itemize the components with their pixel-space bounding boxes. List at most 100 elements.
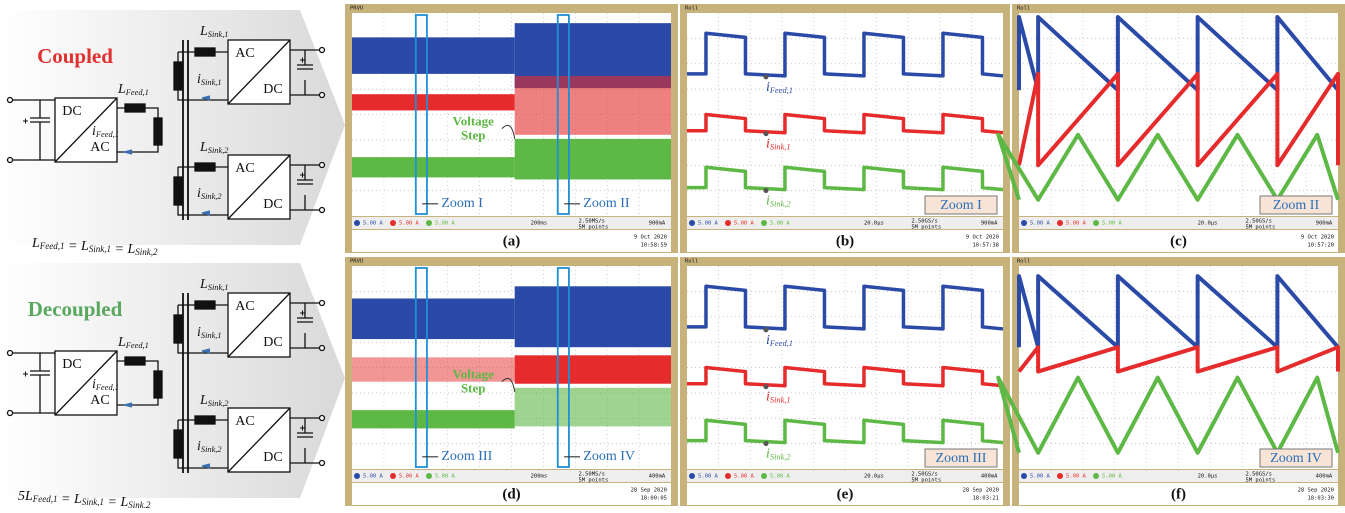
channel-dot bbox=[761, 220, 767, 226]
scope-date: 9 Oct 2020 bbox=[634, 235, 667, 241]
box-label: AC bbox=[235, 299, 254, 314]
equation-sub: Sink,1 bbox=[82, 497, 104, 507]
channel-scale: 5.00 A bbox=[1066, 221, 1087, 227]
label-sub: Feed,1 bbox=[769, 339, 793, 348]
equation-term: = L bbox=[65, 239, 89, 254]
record-length: 5M points bbox=[911, 478, 941, 484]
signal-band bbox=[515, 355, 671, 383]
equation-term: L bbox=[31, 236, 40, 251]
label-sub: Sink,1 bbox=[208, 283, 229, 292]
label-sub: Feed,1 bbox=[125, 88, 149, 97]
box-label: DC bbox=[263, 335, 282, 350]
box-label: AC bbox=[235, 46, 254, 61]
scope-panel: RollZoom IV5.00 A5.00 A5.00 A20.0µs2.50G… bbox=[998, 257, 1345, 506]
channel-scale: 5.00 A bbox=[698, 474, 719, 480]
label-sub: Sink,1 bbox=[208, 30, 229, 39]
trigger-level: 400mA bbox=[1316, 474, 1333, 480]
panel-caption: (a) bbox=[503, 233, 521, 249]
trigger-level: 400mA bbox=[981, 474, 998, 480]
box-label: DC bbox=[263, 82, 282, 97]
signal-band bbox=[352, 410, 515, 428]
equation-term: = L bbox=[111, 242, 135, 257]
zoom-label: Zoom III bbox=[936, 451, 987, 466]
scope-header: Roll bbox=[685, 6, 698, 12]
trace-marker bbox=[764, 384, 769, 389]
box-label: DC bbox=[263, 450, 282, 465]
trace-marker bbox=[764, 188, 769, 193]
label-sub: Sink,1 bbox=[201, 331, 222, 340]
channel-scale: 5.00 A bbox=[1066, 474, 1087, 480]
scope-date: 28 Sep 2020 bbox=[1298, 488, 1334, 494]
scope-header: Roll bbox=[685, 259, 698, 265]
scope-header: PRVU bbox=[350, 6, 363, 12]
zoom-label: Zoom II bbox=[1273, 198, 1320, 213]
record-length: 5M points bbox=[578, 225, 608, 231]
channel-dot bbox=[354, 473, 360, 479]
circuit-title: Coupled bbox=[37, 44, 113, 68]
timebase: 20.0µs bbox=[1198, 221, 1218, 227]
channel-scale: 5.00 A bbox=[1102, 221, 1123, 227]
signal-band bbox=[515, 286, 671, 347]
record-length: 5M points bbox=[578, 478, 608, 484]
scope-header: Roll bbox=[1017, 259, 1030, 265]
trigger-level: 900mA bbox=[981, 221, 998, 227]
channel-dot bbox=[1021, 473, 1027, 479]
channel-dot bbox=[426, 473, 432, 479]
panel-caption: (f) bbox=[1171, 486, 1186, 502]
scope-panel: RollZoom I5.00 A5.00 A5.00 A20.0µs2.50GS… bbox=[680, 4, 1010, 253]
channel-dot bbox=[725, 473, 731, 479]
scope-header: PRVU bbox=[350, 259, 363, 265]
label-sub: Feed,1 bbox=[769, 86, 793, 95]
trace-marker bbox=[764, 441, 769, 446]
annotation: Voltage bbox=[453, 367, 495, 382]
channel-scale: 5.00 A bbox=[734, 221, 755, 227]
channel-dot bbox=[390, 220, 396, 226]
label-sub: Sink,2 bbox=[208, 146, 229, 155]
zoom-label: Zoom II bbox=[583, 196, 630, 211]
record-length: 5M points bbox=[1245, 478, 1275, 484]
channel-scale: 5.00 A bbox=[1030, 474, 1051, 480]
signal-band bbox=[352, 298, 515, 339]
channel-scale: 5.00 A bbox=[770, 474, 791, 480]
panel-caption: (b) bbox=[836, 233, 854, 249]
timebase: 20.0µs bbox=[1198, 474, 1218, 480]
timebase: 20.0µs bbox=[864, 474, 884, 480]
label-sub: Sink,2 bbox=[770, 453, 791, 462]
box-label: AC bbox=[235, 161, 254, 176]
panel-caption: (e) bbox=[837, 486, 854, 502]
label-main: L bbox=[199, 24, 208, 39]
channel-dot bbox=[426, 220, 432, 226]
channel-dot bbox=[689, 220, 695, 226]
label-sub: Feed,1 bbox=[95, 130, 119, 139]
equation-sub: Feed,1 bbox=[32, 494, 58, 504]
label-sub: Sink,2 bbox=[201, 445, 222, 454]
scope-time: 10:57:20 bbox=[1308, 243, 1335, 249]
scope-date: 28 Sep 2020 bbox=[631, 488, 667, 494]
scope-time: 18:00:05 bbox=[641, 496, 668, 502]
trigger-level: 400mA bbox=[649, 474, 666, 480]
channel-scale: 5.00 A bbox=[363, 221, 384, 227]
label-sub: Feed,1 bbox=[95, 383, 119, 392]
channel-scale: 5.00 A bbox=[399, 221, 420, 227]
label-main: L bbox=[199, 140, 208, 155]
label-main: L bbox=[199, 393, 208, 408]
channel-dot bbox=[354, 220, 360, 226]
label-sub: Feed,1 bbox=[125, 341, 149, 350]
timebase: 200ms bbox=[531, 474, 548, 480]
zoom-label: Zoom III bbox=[441, 449, 492, 464]
channel-dot bbox=[725, 220, 731, 226]
channel-dot bbox=[1093, 473, 1099, 479]
channel-dot bbox=[1093, 220, 1099, 226]
record-length: 5M points bbox=[911, 225, 941, 231]
scope-panel: PRVUZoom IIIZoom IVVoltageStep5.00 A5.00… bbox=[345, 257, 678, 506]
label-sub: Sink,1 bbox=[770, 396, 791, 405]
channel-scale: 5.00 A bbox=[435, 474, 456, 480]
circuit-title: Decoupled bbox=[28, 297, 123, 321]
scope-time: 10:57:38 bbox=[973, 243, 1000, 249]
channel-scale: 5.00 A bbox=[1102, 474, 1123, 480]
signal-band bbox=[352, 37, 515, 74]
box-label: AC bbox=[90, 393, 109, 408]
label-sub: Sink,2 bbox=[208, 399, 229, 408]
label-main: L bbox=[199, 277, 208, 292]
channel-scale: 5.00 A bbox=[698, 221, 719, 227]
